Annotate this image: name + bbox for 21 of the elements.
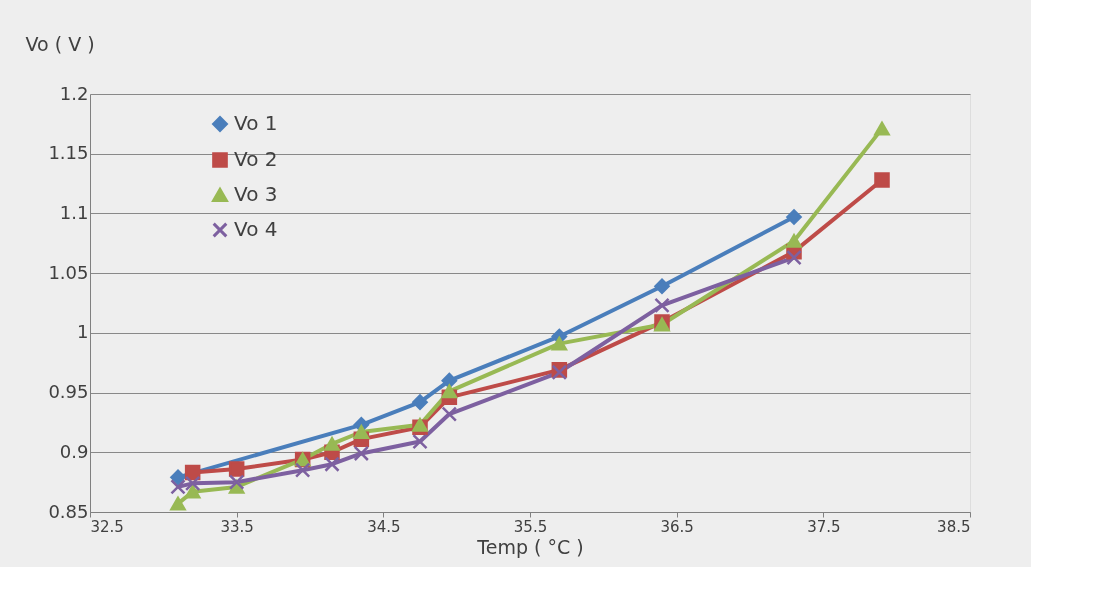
y-tick-label: 1.15 bbox=[48, 142, 89, 164]
x-axis-title: Temp ( °C ) bbox=[476, 535, 584, 558]
y-axis-title: Vo ( V ) bbox=[25, 32, 95, 55]
x-tick-label: 32.5 bbox=[90, 517, 124, 536]
x-tick-label: 33.5 bbox=[220, 517, 254, 536]
legend-label: Vo 3 bbox=[234, 182, 278, 206]
y-tick-label: 1.1 bbox=[59, 201, 89, 223]
x-tick-label: 37.5 bbox=[807, 517, 841, 536]
y-tick-label: 1 bbox=[77, 321, 89, 343]
y-tick-label: 1.2 bbox=[59, 82, 89, 104]
x-tick-label: 35.5 bbox=[513, 517, 548, 536]
y-tick-label: 0.85 bbox=[48, 500, 89, 522]
legend-label: Vo 4 bbox=[234, 217, 278, 241]
legend-label: Vo 2 bbox=[234, 147, 278, 171]
y-tick-label: 1.05 bbox=[48, 261, 89, 283]
x-tick-label: 38.5 bbox=[937, 517, 971, 536]
x-tick-label: 34.5 bbox=[367, 517, 401, 536]
legend-label: Vo 1 bbox=[234, 111, 278, 135]
x-tick-label: 36.5 bbox=[660, 517, 694, 536]
y-tick-label: 0.95 bbox=[48, 381, 89, 403]
y-tick-label: 0.9 bbox=[59, 440, 89, 462]
